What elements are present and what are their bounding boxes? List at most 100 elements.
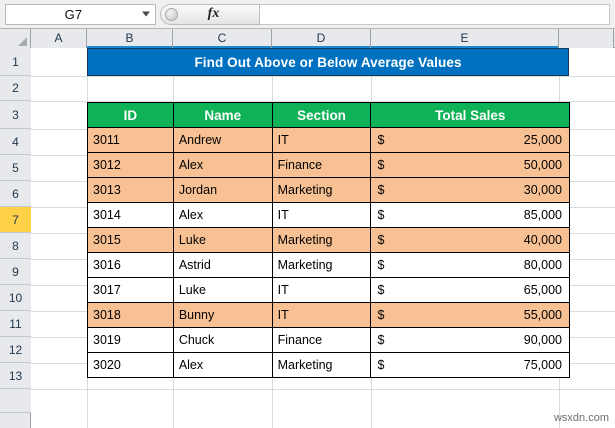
cell-section[interactable]: IT xyxy=(271,127,372,153)
amount-value: 30,000 xyxy=(523,183,562,197)
amount-value: 90,000 xyxy=(523,333,562,347)
row-header-7[interactable]: 7 xyxy=(0,207,31,233)
cell-id[interactable]: 3016 xyxy=(87,252,174,278)
cell-id[interactable]: 3014 xyxy=(87,202,174,228)
cell-name[interactable]: Luke xyxy=(172,277,273,303)
currency-symbol: $ xyxy=(377,333,385,347)
cell-section[interactable]: Marketing xyxy=(271,352,372,378)
currency-symbol: $ xyxy=(377,133,385,147)
cell-section[interactable]: Marketing xyxy=(271,177,372,203)
cell-total-sales[interactable]: $65,000 xyxy=(370,277,570,303)
cell-section[interactable]: Finance xyxy=(271,152,372,178)
row-header-9[interactable]: 9 xyxy=(0,259,31,285)
cell-total-sales[interactable]: $30,000 xyxy=(370,177,570,203)
cell-total-sales[interactable]: $90,000 xyxy=(370,327,570,353)
row-header-4[interactable]: 4 xyxy=(0,129,31,155)
cell-section[interactable]: Marketing xyxy=(271,227,372,253)
cell-id[interactable]: 3013 xyxy=(87,177,174,203)
cell-total-sales[interactable]: $75,000 xyxy=(370,352,570,378)
column-header-e[interactable]: E xyxy=(371,29,559,48)
row-header-3[interactable]: 3 xyxy=(0,101,31,129)
cell-name[interactable]: Alex xyxy=(172,152,273,178)
currency-symbol: $ xyxy=(377,233,385,247)
column-header-a[interactable]: A xyxy=(31,29,87,48)
insert-function-icon[interactable]: fx xyxy=(207,6,220,21)
chevron-down-icon[interactable] xyxy=(142,11,150,17)
row-header-6[interactable]: 6 xyxy=(0,181,31,207)
cell-id[interactable]: 3015 xyxy=(87,227,174,253)
cell-id[interactable]: 3019 xyxy=(87,327,174,353)
column-header-d[interactable]: D xyxy=(272,29,371,48)
cell-total-sales[interactable]: $85,000 xyxy=(370,202,570,228)
select-all-corner[interactable] xyxy=(0,29,31,48)
row-header-12[interactable]: 12 xyxy=(0,337,31,363)
cell-section[interactable]: Marketing xyxy=(271,252,372,278)
cell-name[interactable]: Alex xyxy=(172,352,273,378)
formula-input[interactable] xyxy=(260,3,610,25)
amount-value: 25,000 xyxy=(523,133,562,147)
column-header-f[interactable] xyxy=(559,29,614,48)
amount-value: 50,000 xyxy=(523,158,562,172)
row-header-5[interactable]: 5 xyxy=(0,155,31,181)
cell-total-sales[interactable]: $80,000 xyxy=(370,252,570,278)
amount-value: 65,000 xyxy=(523,283,562,297)
cell-section[interactable]: IT xyxy=(271,302,372,328)
column-header-b[interactable]: B xyxy=(87,29,173,48)
name-box[interactable]: G7 xyxy=(5,3,156,25)
cell-id[interactable]: 3011 xyxy=(87,127,174,153)
gridline-h-1 xyxy=(31,76,615,77)
cell-id[interactable]: 3018 xyxy=(87,302,174,328)
formula-bar: G7 fx xyxy=(0,0,615,29)
row-header-14[interactable] xyxy=(0,389,31,413)
table-row[interactable]: 3020 Alex Marketing $75,000 xyxy=(87,352,570,378)
currency-symbol: $ xyxy=(377,283,385,297)
cell-section[interactable]: IT xyxy=(271,202,372,228)
cell-section[interactable]: IT xyxy=(271,277,372,303)
currency-symbol: $ xyxy=(377,158,385,172)
row-header-13[interactable]: 13 xyxy=(0,363,31,389)
table-row[interactable]: 3013 Jordan Marketing $30,000 xyxy=(87,177,570,203)
cell-total-sales[interactable]: $55,000 xyxy=(370,302,570,328)
cell-name[interactable]: Luke xyxy=(172,227,273,253)
cell-id[interactable]: 3017 xyxy=(87,277,174,303)
cell-total-sales[interactable]: $40,000 xyxy=(370,227,570,253)
currency-symbol: $ xyxy=(377,358,385,372)
table-row[interactable]: 3019 Chuck Finance $90,000 xyxy=(87,327,570,353)
cell-name[interactable]: Jordan xyxy=(172,177,273,203)
cancel-enter-icon xyxy=(165,7,178,21)
row-header-8[interactable]: 8 xyxy=(0,233,31,259)
cell-name[interactable]: Andrew xyxy=(172,127,273,153)
table-row[interactable]: 3012 Alex Finance $50,000 xyxy=(87,152,570,178)
table-header-row: ID Name Section Total Sales xyxy=(87,102,570,128)
cell-name[interactable]: Bunny xyxy=(172,302,273,328)
cell-total-sales[interactable]: $25,000 xyxy=(370,127,570,153)
table-row[interactable]: 3016 Astrid Marketing $80,000 xyxy=(87,252,570,278)
amount-value: 80,000 xyxy=(523,258,562,272)
row-header-11[interactable]: 11 xyxy=(0,311,31,337)
worksheet-grid: A B C D E 1 2 3 4 5 6 7 8 9 10 11 12 13 xyxy=(0,29,615,428)
cell-name[interactable]: Alex xyxy=(172,202,273,228)
column-header-id: ID xyxy=(87,102,174,128)
cell-id[interactable]: 3012 xyxy=(87,152,174,178)
cell-name[interactable]: Chuck xyxy=(172,327,273,353)
table-row[interactable]: 3018 Bunny IT $55,000 xyxy=(87,302,570,328)
table-row[interactable]: 3014 Alex IT $85,000 xyxy=(87,202,570,228)
cell-section[interactable]: Finance xyxy=(271,327,372,353)
row-header-1[interactable]: 1 xyxy=(0,48,31,76)
formula-bar-controls[interactable]: fx xyxy=(160,3,260,25)
row-header-2[interactable]: 2 xyxy=(0,76,31,101)
table-body: 3011 Andrew IT $25,000 3012 Alex Finance $50,00… xyxy=(87,127,570,378)
amount-value: 85,000 xyxy=(523,208,562,222)
row-header-10[interactable]: 10 xyxy=(0,285,31,311)
column-header-c[interactable]: C xyxy=(173,29,272,48)
data-table: ID Name Section Total Sales 3011 Andrew IT… xyxy=(87,102,570,378)
table-row[interactable]: 3017 Luke IT $65,000 xyxy=(87,277,570,303)
cell-total-sales[interactable]: $50,000 xyxy=(370,152,570,178)
table-row[interactable]: 3015 Luke Marketing $40,000 xyxy=(87,227,570,253)
sheet-cells[interactable]: Find Out Above or Below Average Values I… xyxy=(31,48,615,428)
cell-id[interactable]: 3020 xyxy=(87,352,174,378)
cell-name[interactable]: Astrid xyxy=(172,252,273,278)
currency-symbol: $ xyxy=(377,208,385,222)
table-row[interactable]: 3011 Andrew IT $25,000 xyxy=(87,127,570,153)
title-banner: Find Out Above or Below Average Values xyxy=(87,48,569,76)
